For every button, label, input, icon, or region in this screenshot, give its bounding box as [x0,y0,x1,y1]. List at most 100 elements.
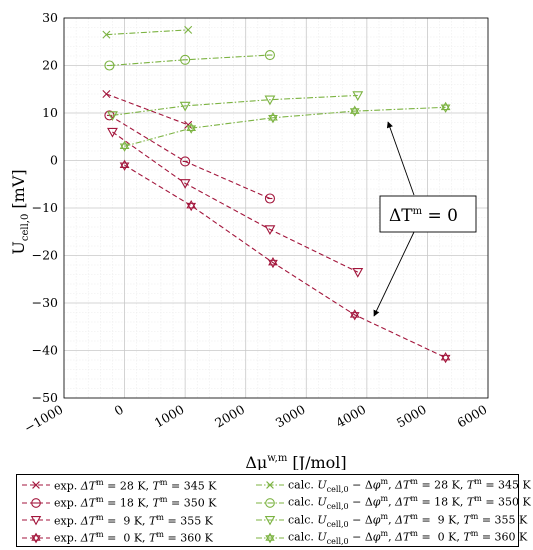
data-point [264,95,276,106]
series-line [109,54,270,67]
data-point [104,60,115,71]
legend-swatch [256,532,284,543]
legend-item-exp-2: exp. ΔTm = 9 K, Tm = 355 K [21,512,213,528]
y-axis-ticks: 30 20 10 0 −10 −20 −30 −40 −50 [32,10,58,405]
series-line [124,164,446,359]
data-point [349,105,360,117]
x-tick-label: −1000 [21,402,65,436]
data-point [179,101,191,112]
y-tick-label: −10 [32,200,58,215]
legend-swatch [22,532,50,543]
x-tick-label: 5000 [394,402,429,431]
series-calc-5 [104,49,275,71]
series-calc-7 [119,101,451,152]
data-point [265,497,275,508]
annotation-arrow-down [373,231,415,317]
data-point [107,127,118,138]
series-line [112,131,359,273]
y-axis-title: Ucell,0 [mV] [9,169,31,254]
legend-swatch [22,497,50,508]
data-point [107,111,118,122]
data-point [179,179,191,189]
data-point [30,516,42,526]
data-point [31,497,41,508]
data-point [119,159,130,171]
y-tick-label: 0 [50,153,58,168]
x-axis-title: Δμw,m [J/mol] [245,453,346,470]
series-exp-0 [102,90,193,129]
legend-swatch [256,481,284,489]
y-tick-label: 20 [42,58,58,73]
data-point [102,90,111,98]
data-point [266,481,274,489]
data-point [264,225,276,236]
legend-item-calc-2: calc. Ucell,0 − Δφm, ΔTm = 9 K, Tm = 355… [255,512,527,528]
data-point [31,532,41,543]
annotation-box [379,195,477,233]
legend: exp. ΔTm = 28 K, Tm = 345 K exp. ΔTm = 18… [16,474,531,547]
series-line [124,106,446,147]
y-tick-label: −20 [32,248,58,263]
data-point [180,54,191,65]
annotation-arrow-up [386,121,415,196]
data-point [102,30,111,39]
annotation-text: ΔTm = 0 [389,206,458,226]
series-calc-6 [107,91,364,122]
legend-label: exp. ΔTm = 9 K, Tm = 355 K [54,512,213,528]
data-point [186,122,197,134]
data-point [119,140,130,152]
x-axis-ticks: −1000 0 1000 2000 3000 4000 5000 6000 [21,402,489,436]
series-exp-3 [119,159,451,364]
legend-label: exp. ΔTm = 0 K, Tm = 360 K [54,530,213,545]
legend-label: calc. Ucell,0 − Δφm, ΔTm = 28 K, Tm = 34… [288,476,531,494]
x-tick-label: 3000 [273,402,308,431]
series-line [106,29,189,36]
legend-label: calc. Ucell,0 − Δφm, ΔTm = 18 K, Tm = 35… [288,494,531,511]
legend-item-calc-3: calc. Ucell,0 − Δφm, ΔTm = 0 K, Tm = 360… [255,529,527,546]
series-calc-4 [102,25,193,39]
legend-swatch [22,481,50,489]
data-point [440,101,451,113]
data-point [32,481,40,489]
data-point [264,516,276,526]
y-tick-label: −40 [32,343,58,358]
legend-item-exp-1: exp. ΔTm = 18 K, Tm = 350 K [21,495,216,511]
legend-item-calc-0: calc. Ucell,0 − Δφm, ΔTm = 28 K, Tm = 34… [255,477,531,493]
y-tick-label: −30 [32,295,58,310]
legend-item-exp-3: exp. ΔTm = 0 K, Tm = 360 K [21,530,213,546]
data-point [440,352,451,364]
series-line [112,94,358,116]
series-exp-1 [104,110,275,204]
legend-label: exp. ΔTm = 28 K, Tm = 345 K [54,477,217,493]
data-point [268,257,278,269]
x-tick-label: 6000 [454,402,489,431]
x-tick-label: 1000 [152,402,187,431]
x-tick-label: 2000 [212,402,247,431]
data-point [180,156,191,167]
legend-label: calc. Ucell,0 − Δφm, ΔTm = 9 K, Tm = 355… [288,511,528,529]
data-point [264,49,275,61]
data-point [186,200,197,212]
legend-label: exp. ΔTm = 18 K, Tm = 350 K [54,495,217,510]
data-point [268,112,278,124]
chart: 30 20 10 0 −10 −20 −30 −40 −50 −1000 0 1000 2000 300… [9,10,490,470]
x-tick-label: 4000 [333,402,368,431]
data-point [352,91,364,102]
plot-area-frame [63,17,489,399]
legend-swatch [22,516,50,526]
data-point [184,120,193,129]
data-point [352,267,364,278]
data-point [349,309,360,321]
series-layer [102,25,451,364]
series-exp-2 [107,127,364,278]
data-point [265,532,275,543]
data-point [184,25,193,34]
x-tick-label: 0 [112,402,126,419]
legend-item-exp-0: exp. ΔTm = 28 K, Tm = 345 K [21,477,216,493]
annotation: ΔTm = 0 [373,121,477,317]
y-tick-label: 10 [42,105,58,120]
data-point [264,193,275,204]
legend-item-calc-1: calc. Ucell,0 − Δφm, ΔTm = 18 K, Tm = 35… [255,494,531,511]
legend-swatch [256,497,284,508]
y-tick-label: 30 [42,10,58,25]
